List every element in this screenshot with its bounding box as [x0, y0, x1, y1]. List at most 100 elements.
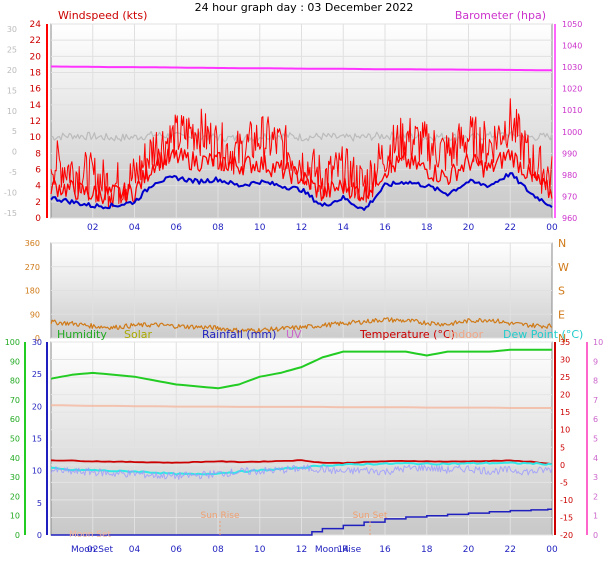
uv-tick: 2 [593, 492, 598, 501]
baro-tick: 980 [562, 171, 577, 180]
wind-tick: 24 [30, 20, 42, 30]
uv-tick: 7 [593, 396, 598, 405]
hour-tick-top: 08 [212, 223, 224, 233]
humidity-tick: 90 [10, 357, 20, 366]
hour-tick-bottom: 00 [546, 545, 558, 555]
alt-tick: 5 [12, 127, 17, 136]
baro-tick: 1000 [562, 128, 582, 137]
series-cloud-fill [50, 464, 553, 480]
humidity-tick: 80 [10, 377, 20, 386]
dir-tick: 270 [25, 263, 40, 272]
temp-tick: 35 [560, 338, 570, 347]
wind-tick: 4 [35, 182, 41, 192]
moon-set-label: Moon Set [71, 545, 114, 555]
hour-tick-bottom: 18 [421, 545, 433, 555]
rain-tick: 15 [32, 435, 42, 444]
compass-label: E [558, 308, 565, 321]
uv-tick: 4 [593, 454, 598, 463]
baro-tick: 1040 [562, 42, 582, 51]
hour-tick-top: 20 [463, 223, 475, 233]
rain-tick: 0 [37, 531, 42, 540]
dir-tick: 0 [35, 334, 40, 343]
legend-uv: UV [286, 328, 302, 341]
compass-label: N [558, 237, 566, 250]
hour-tick-bottom: 06 [171, 545, 183, 555]
hour-tick-top: 14 [338, 223, 350, 233]
sun-set-label: Sun Set [353, 511, 388, 521]
uv-tick: 9 [593, 357, 598, 366]
temp-tick: -20 [560, 531, 573, 540]
rain-tick: 25 [32, 370, 42, 379]
uv-tick: 5 [593, 435, 598, 444]
humidity-tick: 100 [5, 338, 20, 347]
hour-tick-bottom: 02 [87, 545, 98, 555]
wind-tick: 16 [30, 85, 42, 95]
humidity-tick: 10 [10, 512, 20, 521]
series-indoor [50, 404, 552, 409]
alt-tick: 0 [12, 148, 17, 157]
hour-tick-bottom: 22 [505, 545, 516, 555]
temp-tick: 0 [560, 461, 565, 470]
series-wind-direction [50, 317, 553, 334]
wind-tick: 0 [35, 214, 41, 224]
humidity-tick: 50 [10, 435, 20, 444]
humidity-tick: 0 [15, 531, 20, 540]
sun-rise-label: Sun Rise [201, 511, 240, 521]
hour-tick-top: 10 [254, 223, 266, 233]
hour-tick-top: 22 [505, 223, 516, 233]
wind-tick: 8 [35, 149, 41, 159]
chart-title: 24 hour graph day : 03 December 2022 [195, 1, 414, 14]
compass-label: N [558, 332, 566, 345]
humidity-tick: 60 [10, 415, 20, 424]
humidity-tick: 70 [10, 396, 20, 405]
baro-tick: 990 [562, 149, 577, 158]
wind-tick: 20 [30, 52, 42, 62]
hour-tick-top: 06 [171, 223, 183, 233]
wind-tick: 22 [30, 36, 41, 46]
rain-tick: 30 [32, 338, 42, 347]
legend-temperature: Temperature (°C) [359, 328, 455, 341]
hour-tick-top: 18 [421, 223, 433, 233]
legend-windspeed: Windspeed (kts) [58, 9, 147, 22]
temp-tick: 10 [560, 426, 570, 435]
temp-tick: 25 [560, 373, 570, 382]
temp-tick: 20 [560, 391, 570, 400]
uv-tick: 8 [593, 377, 598, 386]
temp-tick: 30 [560, 356, 570, 365]
temp-tick: -10 [560, 496, 573, 505]
legend-dewpoint: Dew Point (°C) [503, 328, 583, 341]
rain-tick: 5 [37, 499, 42, 508]
baro-tick: 970 [562, 192, 577, 201]
legend-humidity: Humidity [57, 328, 107, 341]
uv-tick: 10 [593, 338, 603, 347]
alt-tick: 20 [7, 66, 17, 75]
legend-barometer: Barometer (hpa) [455, 9, 546, 22]
humidity-tick: 30 [10, 473, 20, 482]
moon-rise-label: Moon Rise [315, 545, 362, 555]
uv-tick: 3 [593, 473, 598, 482]
dir-tick: 90 [30, 310, 40, 319]
rain-tick: 20 [32, 402, 42, 411]
compass-label: S [558, 285, 565, 298]
wind-tick: 10 [30, 133, 42, 143]
wind-tick: 14 [30, 101, 42, 111]
series-gust [50, 98, 553, 208]
hour-tick-bottom: 10 [254, 545, 266, 555]
wind-tick: 2 [35, 198, 41, 208]
baro-tick: 1030 [562, 63, 582, 72]
alt-tick: -5 [9, 168, 17, 177]
compass-label: W [558, 261, 569, 274]
series-humidity [50, 348, 552, 390]
baro-tick: 960 [562, 214, 577, 223]
temp-tick: 5 [560, 443, 565, 452]
hour-tick-top: 16 [379, 223, 391, 233]
baro-tick: 1010 [562, 106, 582, 115]
hour-tick-top: 12 [296, 223, 307, 233]
wind-tick: 12 [30, 117, 41, 127]
alt-tick: 30 [7, 25, 17, 34]
series-barometer [51, 65, 552, 72]
humidity-tick: 40 [10, 454, 20, 463]
wind-tick: 6 [35, 166, 41, 176]
hour-tick-bottom: 16 [379, 545, 391, 555]
moon-set-ghost: Moon Set [69, 530, 112, 540]
